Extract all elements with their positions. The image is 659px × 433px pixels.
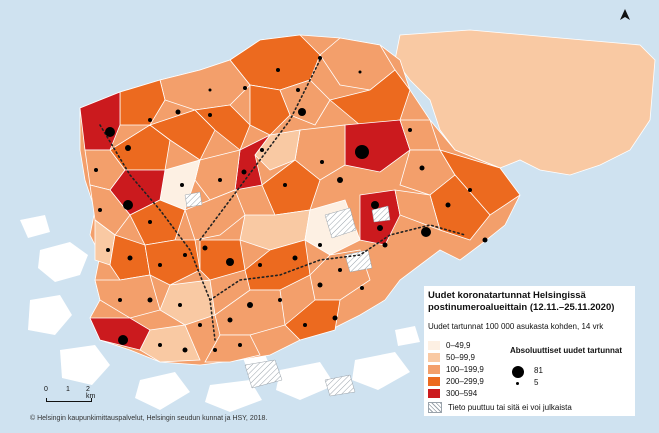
legend-abs-min: 5 <box>534 378 539 387</box>
case-dots <box>94 56 488 353</box>
legend-class-3: 100–199,9 <box>428 364 484 374</box>
legend-swatch-hatched <box>428 402 442 413</box>
scale-line <box>46 398 92 402</box>
scale-label-1: 1 <box>66 386 70 393</box>
legend-label-5: 300–594 <box>446 388 478 398</box>
legend-dot-large <box>512 366 524 378</box>
legend-label-4: 200–299,9 <box>446 376 484 386</box>
legend-swatch-2 <box>428 352 440 362</box>
region-east <box>394 29 656 176</box>
legend-label-3: 100–199,9 <box>446 364 484 374</box>
legend-swatch-5 <box>428 388 440 398</box>
legend-class-4: 200–299,9 <box>428 376 484 386</box>
legend-class-1: 0–49,9 <box>428 340 470 350</box>
legend-class-2: 50–99,9 <box>428 352 475 362</box>
islands <box>20 215 420 412</box>
legend-subtitle: Uudet tartunnat 100 000 asukasta kohden,… <box>428 322 604 331</box>
north-arrow-icon <box>620 9 630 20</box>
scale-bar: 0 1 2 km <box>44 386 100 410</box>
legend-title: Uudet koronatartunnat Helsingissä postin… <box>428 290 615 313</box>
copyright-text: © Helsingin kaupunkimittauspalvelut, Hel… <box>30 415 268 422</box>
legend-swatch-3 <box>428 364 440 374</box>
no-data-areas <box>184 191 391 397</box>
rail-lines <box>99 59 466 341</box>
legend-dot-small <box>516 382 519 385</box>
legend-label-1: 0–49,9 <box>446 340 471 350</box>
legend-swatch-1 <box>428 340 440 350</box>
legend-label-2: 50–99,9 <box>446 352 475 362</box>
legend-class-5: 300–594 <box>428 388 477 398</box>
scale-label-2: 2 km <box>86 386 96 400</box>
legend-no-data: Tieto puuttuu tai sitä ei voi julkaista <box>428 402 572 413</box>
legend-no-data-label: Tieto puuttuu tai sitä ei voi julkaista <box>448 403 572 412</box>
scale-label-0: 0 <box>44 386 48 393</box>
legend-absolute-title: Absoluuttiset uudet tartunnat <box>510 346 622 355</box>
legend: Uudet koronatartunnat Helsingissä postin… <box>424 286 635 416</box>
legend-swatch-4 <box>428 376 440 386</box>
legend-abs-max: 81 <box>534 366 543 375</box>
